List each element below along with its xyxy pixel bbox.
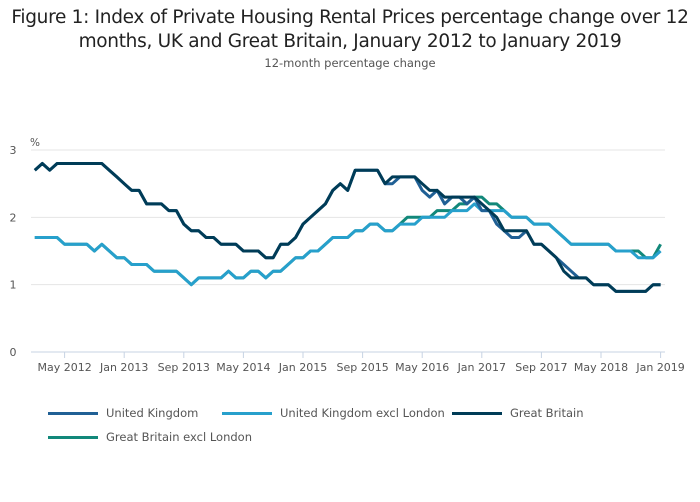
x-tick-label-may-2016: May 2016: [395, 361, 449, 374]
legend-label: United Kingdom: [106, 406, 199, 420]
line-chart: 0 1 2 3% May 2012 Jan 2013 Sep 2013 May 2014 Ja…: [10, 137, 685, 374]
series-lines: [33, 162, 662, 293]
chart-subtitle: 12-month percentage change: [264, 56, 436, 70]
x-tick-label-jan-2019: Jan 2019: [635, 361, 684, 374]
y-tick-label-1: 1: [10, 279, 17, 292]
x-tick-label-may-2012: May 2012: [37, 361, 91, 374]
legend-item-united-kingdom-excl-london[interactable]: United Kingdom excl London: [222, 406, 445, 420]
x-tick-label-sep-2017: Sep 2017: [515, 361, 567, 374]
legend-item-great-britain-excl-london[interactable]: Great Britain excl London: [48, 430, 252, 444]
legend-swatch-great-britain-excl-london: [48, 435, 98, 439]
y-tick-label-0: 0: [10, 346, 17, 359]
x-tick-label-may-2014: May 2014: [216, 361, 270, 374]
series-line-united-kingdom-excl-london: [34, 202, 662, 287]
chart-title: Figure 1: Index of Private Housing Renta…: [0, 6, 700, 54]
y-axis: 0 1 2 3%: [10, 137, 41, 359]
x-tick-label-sep-2015: Sep 2015: [336, 361, 388, 374]
legend-swatch-great-britain: [452, 411, 502, 415]
y-tick-label-2: 2: [10, 211, 17, 224]
chart-title-line-2: months, UK and Great Britain, January 20…: [78, 31, 622, 52]
x-tick-label-sep-2013: Sep 2013: [158, 361, 210, 374]
x-tick-label-jan-2015: Jan 2015: [278, 361, 327, 374]
legend-swatch-united-kingdom: [48, 411, 98, 415]
x-tick-label-jan-2017: Jan 2017: [457, 361, 506, 374]
chart-title-line-1: Figure 1: Index of Private Housing Renta…: [11, 7, 689, 28]
y-tick-label-3: 3: [10, 144, 17, 157]
legend-item-great-britain[interactable]: Great Britain: [452, 406, 584, 420]
series-line-great-britain: [33, 162, 661, 293]
legend-label: Great Britain: [510, 406, 584, 420]
legend-swatch-united-kingdom-excl-london: [222, 411, 272, 415]
legend-item-united-kingdom[interactable]: United Kingdom: [48, 406, 198, 420]
legend-label: Great Britain excl London: [106, 430, 252, 444]
legend-label: United Kingdom excl London: [280, 406, 445, 420]
x-tick-label-may-2018: May 2018: [574, 361, 628, 374]
gridlines: [31, 149, 665, 286]
x-tick-label-jan-2013: Jan 2013: [99, 361, 148, 374]
y-axis-unit-label: %: [30, 137, 40, 149]
x-axis: May 2012 Jan 2013 Sep 2013 May 2014 Jan 2015…: [31, 351, 685, 374]
